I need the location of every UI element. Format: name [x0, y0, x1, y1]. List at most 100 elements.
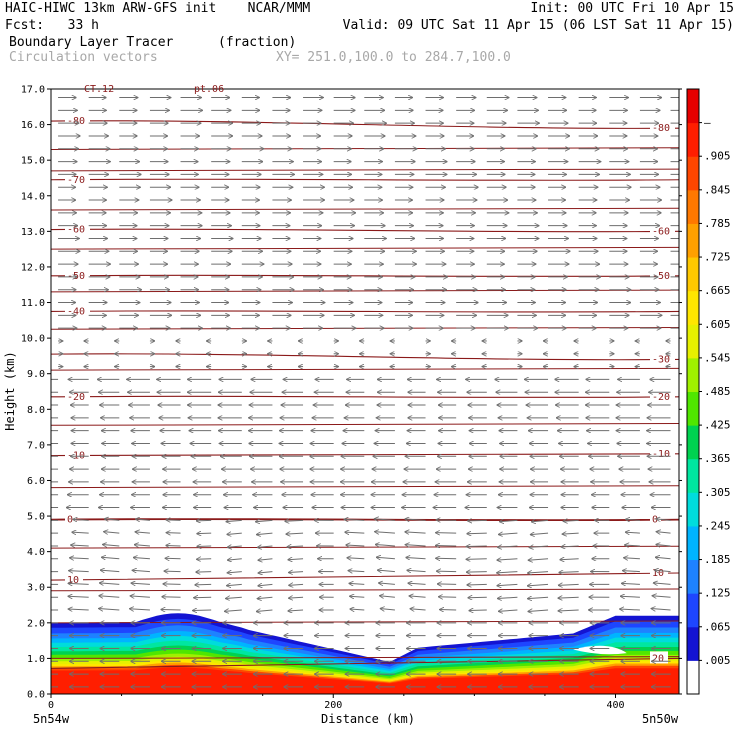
vector-arrow [622, 571, 640, 572]
colorbar-label: .365 [704, 452, 731, 465]
vector-arrow [196, 559, 212, 560]
contour-label: -20 [652, 392, 670, 403]
vector-arrow [100, 570, 120, 571]
contour-line [51, 168, 679, 172]
contour-label: -50 [67, 271, 85, 282]
vector-arrow [497, 597, 518, 598]
contour-line [51, 395, 679, 398]
vector-arrow [134, 545, 150, 546]
vector-arrow [376, 557, 395, 558]
header-title: HAIC-HIWC 13km ARW-GFS init NCAR/MMM [5, 1, 311, 16]
y-tick-label: 3.0 [27, 583, 45, 594]
contour-line [51, 485, 679, 489]
vector-arrow [466, 572, 487, 573]
vector-arrow [194, 597, 212, 598]
vector-arrow [378, 583, 395, 584]
vector-arrow [197, 533, 212, 534]
vector-arrow [71, 545, 89, 546]
vector-arrow [348, 571, 365, 572]
field-name: Boundary Layer Tracer [9, 35, 174, 50]
vector-arrow [559, 572, 579, 573]
vector-arrow [498, 533, 518, 534]
vector-arrow [466, 546, 487, 547]
vector-arrow [99, 583, 120, 584]
vector-arrow [258, 572, 273, 573]
colorbar-label: – [704, 116, 711, 129]
contour-label: 20 [652, 653, 664, 664]
contour-line [51, 207, 679, 211]
vector-arrow [227, 572, 242, 573]
vector-arrow [227, 533, 242, 534]
vector-arrow [166, 520, 181, 521]
vector-arrow [558, 597, 579, 598]
y-tick-label: 12.0 [21, 262, 45, 273]
vector-arrow [256, 610, 273, 611]
vector-arrow [499, 520, 518, 521]
contour-label-bg [650, 389, 675, 402]
vector-arrow [625, 532, 640, 533]
colorbar-swatch [687, 593, 699, 628]
vector-arrow [99, 609, 120, 610]
contour-line [51, 228, 679, 233]
vector-arrow [258, 559, 273, 560]
colorbar-label: .305 [704, 486, 731, 499]
x-tick-label: 0 [48, 700, 54, 711]
y-tick-label: 1.0 [27, 654, 45, 665]
colorbar-label: .905 [704, 150, 731, 163]
y-tick-label: 6.0 [27, 476, 45, 487]
colorbar-label: .845 [704, 183, 731, 196]
vector-arrow [375, 532, 395, 533]
x-tick-label: 200 [324, 700, 342, 711]
vector-arrow [135, 532, 150, 533]
vector-arrow [345, 532, 365, 533]
vector-arrow [70, 558, 89, 559]
vector-arrow [68, 596, 89, 597]
vector-arrow [380, 609, 395, 610]
colorbar-label: .545 [704, 351, 731, 364]
colorbar-swatch [687, 492, 699, 527]
vector-arrow [468, 597, 487, 598]
contour-label: 10 [67, 575, 79, 586]
vector-arrow [466, 559, 487, 560]
y-tick-label: 5.0 [27, 512, 45, 523]
y-tick-label: 14.0 [21, 191, 45, 202]
vector-arrow [654, 570, 671, 571]
x-axis-label: Distance (km) [321, 712, 415, 726]
vector-arrow [287, 546, 304, 547]
vector-arrow [497, 559, 518, 560]
vector-arrow [72, 532, 89, 533]
vector-arrow [225, 597, 242, 598]
y-tick-label: 2.0 [27, 618, 45, 629]
vector-arrow [409, 596, 426, 597]
vector-arrow [350, 609, 365, 610]
header-valid: Valid: 09 UTC Sat 11 Apr 15 (06 LST Sat … [342, 18, 734, 33]
contour-label: -40 [67, 306, 85, 317]
y-tick-label: 13.0 [21, 227, 45, 238]
vector-arrow [344, 519, 365, 520]
contour-label: -80 [652, 123, 670, 134]
vector-arrow [405, 545, 426, 546]
x-end-label-right: 5n50w [642, 712, 679, 726]
vector-arrow [498, 610, 518, 611]
contour-line [51, 178, 679, 181]
vector-arrow [288, 572, 304, 573]
contour-label-bg [65, 172, 90, 185]
colorbar-swatch [687, 458, 699, 493]
vector-arrow [68, 583, 89, 584]
contour-label: -20 [67, 392, 85, 403]
vector-arrow [131, 583, 150, 584]
vector-arrow [166, 533, 181, 534]
vector-arrow [562, 533, 579, 534]
y-tick-label: 8.0 [27, 405, 45, 416]
vector-arrow [558, 584, 579, 585]
contour-line [51, 656, 679, 659]
vector-arrow [197, 546, 212, 547]
y-tick-label: 9.0 [27, 369, 45, 380]
vector-arrow [408, 583, 426, 584]
vector-arrow [652, 596, 671, 597]
vector-arrow [224, 610, 242, 611]
vector-arrow [529, 546, 549, 547]
y-tick-label: 15.0 [21, 156, 45, 167]
vector-arrow [528, 572, 549, 573]
